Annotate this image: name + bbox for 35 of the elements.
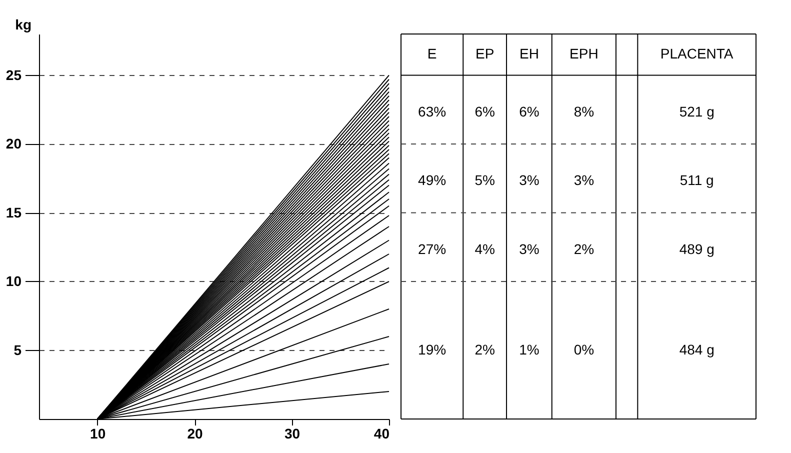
- y-tick-label: 10: [6, 273, 22, 289]
- category-label: EPH: [570, 46, 598, 62]
- category-label: PLACENTA: [660, 46, 734, 62]
- x-tick-label: 20: [187, 426, 204, 442]
- text: 0%: [574, 341, 594, 358]
- x-tick-label: 40: [374, 426, 390, 442]
- y-tick-label: 20: [6, 136, 22, 152]
- text: 484 g: [679, 341, 714, 358]
- text: 3%: [519, 172, 540, 188]
- text: 2%: [474, 341, 495, 358]
- category-label: EH: [519, 46, 539, 62]
- y-tick-label: 5: [14, 342, 22, 358]
- text: 19%: [418, 341, 446, 358]
- text: 489 g: [679, 240, 714, 257]
- text: 521 g: [679, 103, 714, 120]
- text: 511 g: [680, 172, 714, 188]
- text: 1%: [519, 341, 540, 358]
- x-tick-label: 30: [284, 426, 300, 442]
- x-tick-label: 10: [90, 426, 106, 442]
- text: 27%: [418, 240, 446, 257]
- text: 2%: [574, 240, 594, 257]
- text: 5%: [474, 172, 495, 188]
- text: 8%: [574, 103, 594, 120]
- category-label: E: [427, 46, 437, 62]
- text: 6%: [474, 103, 495, 120]
- y-tick-label: 15: [6, 204, 22, 220]
- text: 3%: [519, 240, 540, 257]
- text: 63%: [418, 103, 446, 120]
- y-tick-label: 25: [6, 66, 22, 83]
- text: 4%: [474, 240, 495, 257]
- category-label: EP: [475, 46, 494, 62]
- text: 49%: [418, 172, 446, 188]
- text: 6%: [519, 103, 540, 120]
- y-axis-title: kg: [15, 16, 32, 32]
- text: 3%: [574, 172, 594, 188]
